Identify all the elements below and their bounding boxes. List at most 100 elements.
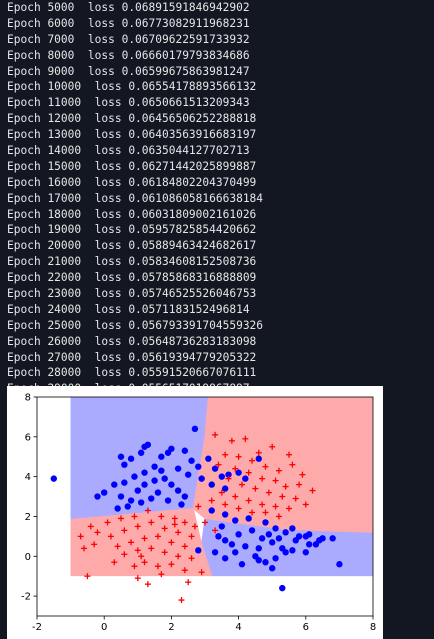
red-plus-point [114,543,121,550]
blue-point [221,537,229,544]
blue-point [218,523,225,530]
red-plus-point [215,461,222,468]
red-plus-point [249,509,256,516]
red-plus-point [252,485,259,492]
loss-value: 0.06456506252288818 [128,112,257,126]
blue-point [174,465,182,472]
epoch-label: Epoch [7,366,41,380]
red-plus-point [255,449,262,456]
epoch-label: Epoch [7,175,41,189]
blue-point [148,495,155,502]
log-line: Epoch 9000 loss 0.06599675863981247 [7,64,263,80]
log-line: Epoch 18000 loss 0.06031809002161026 [7,207,263,223]
epoch-value: 17000 [47,191,82,205]
red-plus-point [84,573,91,580]
log-line: Epoch 27000 loss 0.05619394779205322 [7,350,263,366]
epoch-value: 22000 [47,271,82,285]
x-tick-label: 6 [303,622,309,633]
red-plus-point [121,527,128,534]
epoch-value: 20000 [47,239,82,253]
blue-point [154,489,162,496]
blue-point [195,547,202,554]
blue-point [50,475,57,482]
epoch-label: Epoch [7,159,41,173]
epoch-label: Epoch [7,80,41,94]
epoch-label: Epoch [7,239,41,253]
log-line: Epoch 23000 loss 0.05746525526046753 [7,286,263,302]
loss-value: 0.06184802204370499 [128,175,257,189]
blue-point [232,549,239,556]
loss-value: 0.0635044127702713 [128,144,250,158]
x-axis: -2 0 2 4 6 8 [32,616,376,633]
blue-point [279,584,286,592]
blue-point [131,473,138,480]
y-axis: -2 0 2 4 6 8 [21,393,37,603]
loss-label: loss [87,64,115,78]
y-tick-label: -2 [21,592,31,603]
red-plus-point [181,543,188,550]
blue-point [215,533,222,540]
epoch-label: Epoch [7,16,41,30]
blue-point [101,489,108,496]
red-plus-point [94,529,101,536]
y-tick-label: 6 [25,432,31,443]
log-line: Epoch 10000 loss 0.06554178893566132 [7,79,263,95]
red-plus-point [144,581,151,588]
epoch-label: Epoch [7,334,41,348]
blue-point [117,453,125,460]
loss-label: loss [94,128,122,142]
blue-point [221,511,229,518]
blue-point [151,477,158,484]
loss-label: loss [94,287,122,301]
loss-value: 0.05785868316888809 [128,271,257,285]
blue-point [124,503,131,510]
epoch-value: 7000 [47,32,75,46]
blue-point [117,493,125,500]
red-plus-point [198,569,205,576]
blue-point [255,545,262,552]
red-plus-point [242,435,249,442]
red-plus-point [299,471,306,478]
blue-point [221,485,229,492]
red-plus-point [81,545,88,552]
blue-point [262,559,269,566]
epoch-value: 10000 [47,80,82,94]
red-plus-point [111,559,118,566]
blue-point [137,499,145,506]
blue-point [221,555,229,562]
blue-point [232,517,239,524]
x-tick-label: 2 [168,622,174,633]
epoch-value: 5000 [47,1,75,14]
red-plus-point [181,567,188,574]
loss-value: 0.05648736283183098 [128,334,257,348]
blue-point [111,481,118,488]
blue-point [258,535,266,542]
training-log: Epoch 5000 loss 0.06891591846942902 Epoch… [7,0,263,397]
blue-point [158,453,165,460]
red-plus-point [262,463,269,470]
red-plus-point [154,563,161,570]
x-tick-label: 4 [235,622,241,633]
blue-point [127,497,135,504]
epoch-value: 21000 [47,255,82,269]
x-tick-label: 8 [370,622,376,633]
blue-point [168,445,175,452]
log-line: Epoch 15000 loss 0.06271442025899887 [7,159,263,175]
log-line: Epoch 12000 loss 0.06456506252288818 [7,111,263,127]
red-plus-point [148,545,155,552]
blue-point [141,469,148,476]
log-line: Epoch 16000 loss 0.06184802204370499 [7,175,263,191]
epoch-value: 6000 [47,16,75,30]
epoch-value: 18000 [47,207,82,221]
red-plus-point [171,515,178,522]
blue-point [211,549,219,556]
epoch-label: Epoch [7,144,41,158]
red-plus-point [148,519,155,526]
epoch-value: 26000 [47,334,82,348]
red-plus-point [259,501,266,508]
axes-frame [36,396,374,617]
red-plus-point [185,579,192,586]
log-line: Epoch 17000 loss 0.061086058166638184 [7,191,263,207]
red-plus-point [286,451,292,458]
blue-point [144,441,152,448]
